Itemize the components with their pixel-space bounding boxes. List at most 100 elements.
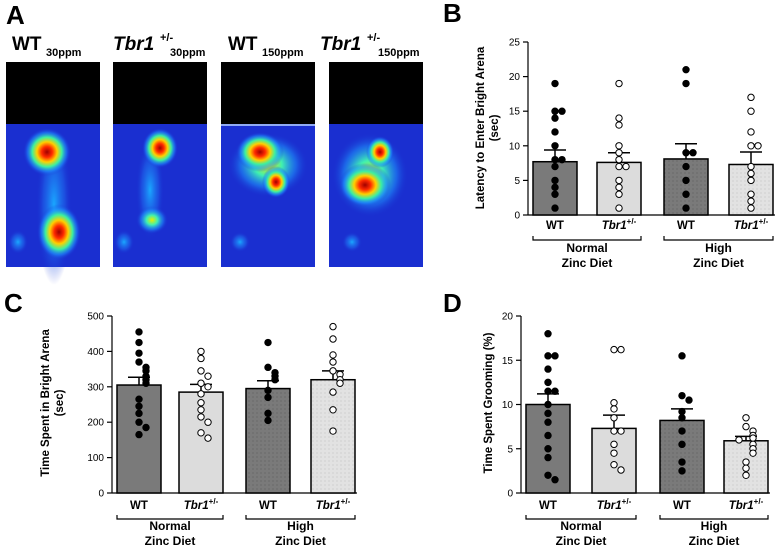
data-point (264, 386, 272, 395)
data-point (551, 79, 559, 88)
y-tick-label: 20 (502, 312, 514, 323)
heatmap-label-4: Tbr1 +/- 150ppm (320, 32, 420, 59)
data-point (754, 142, 762, 150)
data-point (135, 328, 143, 336)
panel-a: A WT 30ppm Tbr1 +/- 30ppm WT 150ppm Tbr1… (6, 0, 423, 285)
data-point (610, 440, 618, 449)
y-tick-label: 15 (502, 356, 514, 367)
svg-text:30ppm: 30ppm (170, 47, 206, 59)
svg-text:30ppm: 30ppm (46, 47, 82, 59)
data-point (747, 204, 755, 212)
data-point (610, 399, 618, 407)
group-label: Zinc Diet (145, 534, 196, 548)
data-point (264, 338, 272, 347)
data-point (678, 427, 686, 435)
y-tick-label: 400 (87, 347, 104, 358)
data-point (747, 169, 755, 178)
data-point (329, 322, 337, 331)
data-point (747, 107, 755, 115)
y-axis-label-line: Time Spent in Bright Arena (40, 329, 52, 477)
data-point (329, 358, 337, 366)
y-axis-label-line: Time Spent Grooming (%) (483, 332, 495, 473)
data-point (329, 367, 337, 375)
data-point (551, 128, 559, 136)
data-point (551, 162, 559, 171)
y-axis-label: Latency to Enter Bright Arena (sec) (475, 46, 501, 209)
data-point (197, 379, 205, 387)
data-point (678, 414, 686, 422)
chart-b: B Latency to Enter Bright Arena (sec) 0 5 10 1… (443, 0, 775, 270)
data-point (678, 352, 686, 360)
heatmap-wt-30ppm (6, 62, 100, 285)
group-label: Normal (566, 241, 607, 255)
data-point (615, 155, 623, 164)
y-tick-label: 10 (509, 141, 521, 152)
category-superscript: +/- (341, 497, 351, 506)
y-tick-label: 0 (98, 489, 104, 500)
x-category-label: Tbr1+/- (597, 497, 632, 512)
data-point (735, 436, 743, 444)
data-point (197, 354, 205, 363)
y-tick-label: 5 (507, 444, 513, 455)
data-point (615, 149, 623, 157)
data-point (689, 149, 697, 157)
category-name: Tbr1 (184, 500, 209, 512)
data-point (135, 409, 143, 418)
data-point (617, 427, 625, 435)
group-label: Zinc Diet (556, 534, 607, 548)
data-point (682, 162, 690, 171)
data-point (551, 352, 559, 360)
x-category-label: WT (130, 500, 148, 512)
group-label: High (287, 519, 314, 533)
y-tick-label: 20 (509, 72, 521, 83)
data-point (551, 476, 559, 484)
y-tick-label: 500 (87, 312, 104, 323)
heatmap-label-2: Tbr1 +/- 30ppm (113, 32, 206, 59)
data-point (197, 429, 205, 437)
data-point (551, 114, 559, 122)
y-tick-label: 5 (514, 176, 520, 187)
svg-text:WT: WT (228, 34, 258, 55)
group-bracket (663, 236, 774, 241)
data-point (329, 427, 337, 435)
data-point (747, 197, 755, 205)
category-superscript: +/- (754, 497, 764, 506)
data-point (742, 414, 750, 422)
y-tick-label: 25 (509, 38, 521, 49)
heatmap-wt-150ppm (221, 62, 315, 267)
data-point (135, 430, 143, 439)
data-point (135, 395, 143, 403)
data-point (135, 418, 143, 426)
x-category-label: Tbr1+/- (184, 497, 219, 512)
data-point (551, 190, 559, 198)
x-category-label: Tbr1+/- (729, 497, 764, 512)
data-point (142, 423, 150, 432)
data-point (544, 365, 552, 373)
group-label: High (705, 241, 732, 255)
data-point (747, 93, 755, 102)
svg-text:Tbr1: Tbr1 (320, 34, 361, 55)
data-point (197, 347, 205, 356)
data-point (197, 413, 205, 421)
data-point (329, 335, 337, 343)
category-name: Tbr1 (316, 500, 341, 512)
y-axis-label-line: (sec) (54, 389, 66, 416)
data-point (551, 107, 559, 115)
data-point (622, 162, 630, 171)
data-point (544, 471, 552, 479)
y-axis-label-line: Latency to Enter Bright Arena (475, 46, 487, 209)
y-axis-label: Time Spent Grooming (%) (483, 332, 495, 473)
data-point (336, 379, 344, 387)
svg-text:150ppm: 150ppm (262, 47, 304, 59)
svg-text:+/-: +/- (367, 32, 380, 44)
group-label: Zinc Diet (275, 534, 326, 548)
data-point (747, 176, 755, 185)
data-point (615, 142, 623, 150)
data-point (135, 358, 143, 366)
data-point (749, 434, 757, 442)
data-point (678, 391, 686, 400)
group-label: Zinc Diet (693, 256, 744, 270)
data-point (610, 449, 618, 457)
data-point (615, 176, 623, 185)
